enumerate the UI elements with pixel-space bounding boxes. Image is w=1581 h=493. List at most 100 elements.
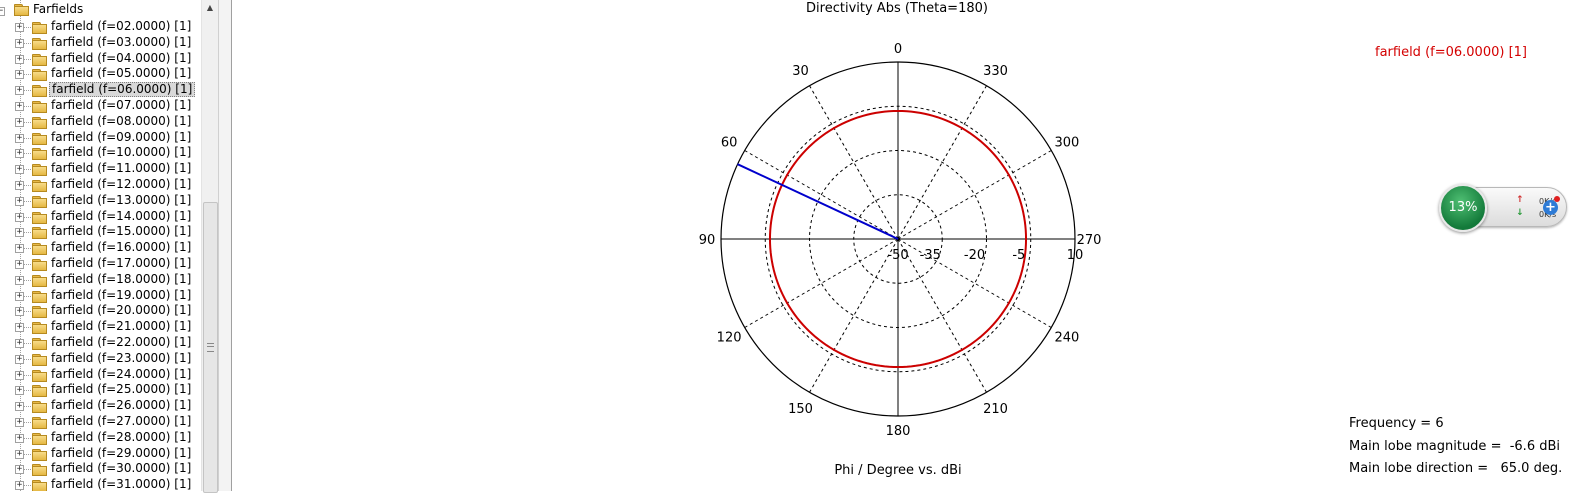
tree-item[interactable]: + farfield (f=17.0000) [1] xyxy=(0,256,201,272)
tree-item[interactable]: + farfield (f=19.0000) [1] xyxy=(0,288,201,304)
expand-icon[interactable]: + xyxy=(15,322,24,333)
tree-item[interactable]: + farfield (f=12.0000) [1] xyxy=(0,177,201,193)
tree-item[interactable]: + farfield (f=02.0000) [1] xyxy=(0,19,201,35)
tree-branch-line xyxy=(21,374,31,376)
tree-item-label: farfield (f=15.0000) [1] xyxy=(51,224,192,239)
expand-icon[interactable]: + xyxy=(15,432,24,443)
cpu-usage-indicator[interactable]: 13% xyxy=(1439,184,1487,232)
tree-item-label: farfield (f=26.0000) [1] xyxy=(51,398,192,413)
tree-branch-line xyxy=(21,343,31,344)
expand-icon[interactable]: + xyxy=(15,116,24,127)
expand-icon[interactable]: + xyxy=(15,290,24,301)
tree-item[interactable]: + farfield (f=31.0000) [1] xyxy=(0,477,201,491)
angle-tick-label: 150 xyxy=(788,402,813,417)
tree-branch-line xyxy=(21,90,31,92)
scroll-up-arrow-icon[interactable]: ▲ xyxy=(206,3,214,12)
expand-icon[interactable]: + xyxy=(15,448,24,459)
tree-item[interactable]: + farfield (f=06.0000) [1] xyxy=(0,82,201,98)
tree-item[interactable]: + farfield (f=10.0000) [1] xyxy=(0,145,201,161)
expand-icon[interactable]: + xyxy=(15,69,24,80)
tree-item[interactable]: + farfield (f=21.0000) [1] xyxy=(0,319,201,335)
tree-branch-line xyxy=(21,453,31,455)
folder-icon xyxy=(32,85,47,98)
expand-icon[interactable]: + xyxy=(15,306,24,317)
tree-item[interactable]: + farfield (f=16.0000) [1] xyxy=(0,240,201,256)
tree-root-farfields[interactable]: − Farfields xyxy=(0,2,201,19)
expand-icon[interactable]: + xyxy=(15,85,24,96)
tree-item[interactable]: + farfield (f=22.0000) [1] xyxy=(0,335,201,351)
folder-icon xyxy=(32,401,47,414)
angle-tick-label: 60 xyxy=(721,136,738,151)
expand-icon[interactable]: + xyxy=(15,480,24,491)
tree-item[interactable]: + farfield (f=07.0000) [1] xyxy=(0,98,201,114)
tree-item[interactable]: + farfield (f=24.0000) [1] xyxy=(0,367,201,383)
notification-dot-icon xyxy=(1554,196,1560,202)
collapse-icon[interactable]: − xyxy=(0,7,5,16)
expand-icon[interactable]: + xyxy=(15,353,24,364)
expand-icon[interactable]: + xyxy=(15,259,24,269)
frequency-info: Frequency = 6 xyxy=(1349,416,1444,431)
expand-icon[interactable]: + xyxy=(15,464,24,475)
expand-icon[interactable]: + xyxy=(15,132,24,143)
tree-item-label: farfield (f=13.0000) [1] xyxy=(51,192,192,207)
expand-icon[interactable]: + xyxy=(15,22,24,32)
panel-splitter[interactable] xyxy=(218,0,232,491)
expand-icon[interactable]: + xyxy=(15,338,24,348)
expand-icon[interactable]: + xyxy=(15,180,24,190)
tree-branch-line xyxy=(21,327,31,329)
tree-item[interactable]: + farfield (f=27.0000) [1] xyxy=(0,414,201,430)
tree-item[interactable]: + farfield (f=11.0000) [1] xyxy=(0,161,201,177)
expand-icon[interactable]: + xyxy=(15,195,24,206)
expand-icon[interactable]: + xyxy=(15,417,24,427)
expand-icon[interactable]: + xyxy=(15,53,24,64)
tree-branch-line xyxy=(21,42,31,44)
folder-icon xyxy=(32,290,47,303)
expand-icon[interactable]: + xyxy=(15,369,24,380)
folder-icon xyxy=(32,195,47,208)
tree-item[interactable]: + farfield (f=29.0000) [1] xyxy=(0,446,201,462)
expand-icon[interactable]: + xyxy=(15,211,24,222)
expand-icon[interactable]: + xyxy=(15,101,24,111)
folder-icon xyxy=(32,227,47,240)
angle-tick-label: 90 xyxy=(699,233,716,248)
tree-item[interactable]: + farfield (f=18.0000) [1] xyxy=(0,272,201,288)
tree-item-label: farfield (f=09.0000) [1] xyxy=(51,129,192,144)
expand-icon[interactable]: + xyxy=(15,148,24,159)
tree-item[interactable]: + farfield (f=05.0000) [1] xyxy=(0,66,201,82)
folder-icon xyxy=(32,148,47,161)
radial-grid-line xyxy=(809,85,899,240)
tree-scrollbar[interactable]: ▲ xyxy=(201,0,218,493)
expand-icon[interactable]: + xyxy=(15,37,24,48)
tree-item[interactable]: + farfield (f=28.0000) [1] xyxy=(0,430,201,446)
outer-ring xyxy=(720,61,1076,417)
expand-plus-icon[interactable]: + xyxy=(1543,200,1558,215)
folder-icon xyxy=(32,306,47,319)
farfield-tree[interactable]: − Farfields + farfield (f=02.0000) [1] + fa… xyxy=(0,0,201,491)
tree-item[interactable]: + farfield (f=08.0000) [1] xyxy=(0,114,201,130)
folder-icon xyxy=(32,164,47,177)
net-meter-widget[interactable]: ↑ 0K/s ↓ 0K/s 13% + xyxy=(1437,184,1567,232)
expand-icon[interactable]: + xyxy=(15,274,24,285)
tree-item[interactable]: + farfield (f=25.0000) [1] xyxy=(0,382,201,398)
tree-item[interactable]: + farfield (f=03.0000) [1] xyxy=(0,35,201,51)
tree-item[interactable]: + farfield (f=04.0000) [1] xyxy=(0,51,201,67)
tree-branch-line xyxy=(21,121,31,123)
expand-icon[interactable]: + xyxy=(15,164,24,175)
expand-icon[interactable]: + xyxy=(15,385,24,396)
tree-item[interactable]: + farfield (f=23.0000) [1] xyxy=(0,351,201,367)
expand-icon[interactable]: + xyxy=(15,227,24,238)
folder-icon xyxy=(32,132,47,145)
expand-icon[interactable]: + xyxy=(15,401,24,412)
tree-item-label: farfield (f=20.0000) [1] xyxy=(51,303,192,318)
tree-item[interactable]: + farfield (f=20.0000) [1] xyxy=(0,303,201,319)
angle-tick-label: 270 xyxy=(1077,233,1102,248)
angle-tick-label: 210 xyxy=(983,402,1008,417)
tree-item[interactable]: + farfield (f=15.0000) [1] xyxy=(0,224,201,240)
angle-tick-label: 120 xyxy=(717,331,742,346)
tree-item[interactable]: + farfield (f=13.0000) [1] xyxy=(0,193,201,209)
tree-item[interactable]: + farfield (f=26.0000) [1] xyxy=(0,398,201,414)
tree-item[interactable]: + farfield (f=09.0000) [1] xyxy=(0,130,201,146)
tree-item[interactable]: + farfield (f=14.0000) [1] xyxy=(0,209,201,225)
expand-icon[interactable]: + xyxy=(15,243,24,254)
tree-item[interactable]: + farfield (f=30.0000) [1] xyxy=(0,461,201,477)
